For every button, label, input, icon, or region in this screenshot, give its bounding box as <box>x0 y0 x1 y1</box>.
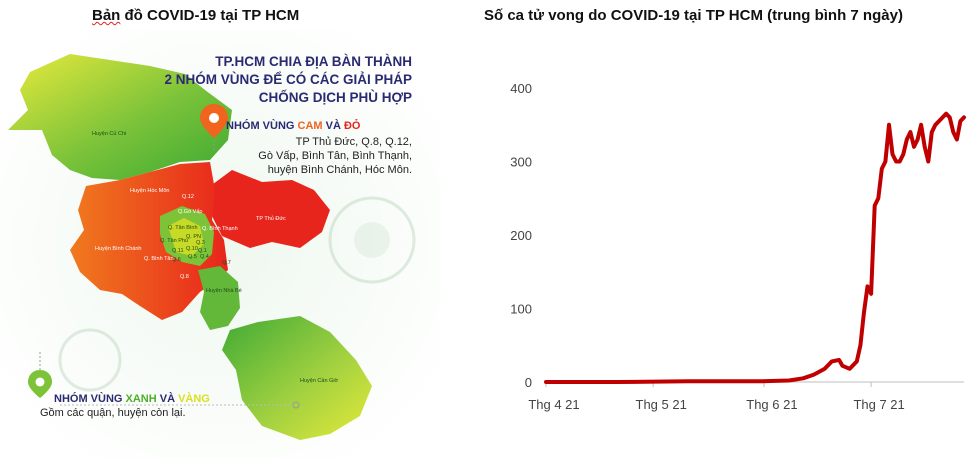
x-tick-label: Thg 6 21 <box>746 397 797 412</box>
region-central-yellow <box>168 218 204 256</box>
label-binh-tan: Q. Bình Tân <box>144 256 174 262</box>
group-orange-red-line1: TP Thủ Đức, Q.8, Q.12, <box>296 136 412 148</box>
headline-line1: TP.HCM CHIA ĐỊA BÀN THÀNH <box>215 54 412 69</box>
label-go-vap: Q.Gò Vấp <box>178 209 202 215</box>
label-hoc-mon: Huyện Hóc Môn <box>130 188 169 194</box>
y-tick-label: 200 <box>510 228 532 243</box>
region-can-gio <box>222 316 372 440</box>
label-nha-be: Huyện Nhà Bè <box>206 288 242 294</box>
pin-green-icon <box>28 370 52 398</box>
label-q1: Q.1 <box>198 248 207 254</box>
virus-decoration <box>37 87 416 392</box>
label-can-gio: Huyện Cần Giờ <box>300 378 339 384</box>
label-q8: Q.8 <box>180 274 189 280</box>
divider-end-dot <box>292 401 300 409</box>
label-cu-chi: Huyện Củ Chi <box>92 130 126 137</box>
series-group <box>544 111 966 384</box>
map-title: Bản đồ COVID-19 tại TP HCM <box>92 7 300 24</box>
label-binh-thanh: Q. Bình Thạnh <box>202 226 238 232</box>
group-orange-red-heading: NHÓM VÙNG CAM VÀ ĐỎ <box>226 119 361 132</box>
label-q4: Q.4 <box>200 254 209 260</box>
y-tick-label: 400 <box>510 81 532 96</box>
region-nha-be <box>198 266 240 330</box>
y-axis: 0 100 200 300 400 <box>510 81 532 390</box>
region-orange-red <box>70 162 228 320</box>
region-thu-duc <box>205 170 330 248</box>
pin-orange-icon <box>200 104 228 138</box>
group-green-yellow-line: Gồm các quận, huyện còn lại. <box>40 407 186 419</box>
group-orange-red-line2: Gò Vấp, Bình Tân, Bình Thạnh, <box>258 150 412 162</box>
chart-title: Số ca tử vong do COVID-19 tại TP HCM (tr… <box>484 7 903 24</box>
label-thu-duc: TP Thủ Đức <box>256 215 286 222</box>
label-binh-chanh: Huyện Bình Chánh <box>95 246 141 252</box>
hcm-covid-map: Huyện Củ Chi Huyện Hóc Môn Q.12 Q.Gò Vấp… <box>0 30 440 458</box>
label-q10: Q.10 <box>186 246 198 252</box>
label-q5: Q.5 <box>188 254 197 260</box>
label-q3: Q.3 <box>196 240 205 246</box>
group-green-yellow-heading: NHÓM VÙNG XANH VÀ VÀNG <box>54 392 210 405</box>
x-tick-label: Thg 4 21 <box>528 397 579 412</box>
x-tick-label: Thg 5 21 <box>636 397 687 412</box>
label-q11: Q.11 <box>172 248 184 254</box>
headline-line3: CHỐNG DỊCH PHÙ HỢP <box>259 90 412 105</box>
label-q6: Q.6 <box>172 257 181 263</box>
label-tan-phu: Q. Tân Phú <box>160 238 188 244</box>
label-q7: Q.7 <box>222 260 231 266</box>
label-q12: Q.12 <box>182 194 194 200</box>
y-tick-label: 100 <box>510 302 532 317</box>
label-tan-binh: Q. Tân Bình <box>168 225 198 231</box>
series-line <box>544 111 966 384</box>
group-orange-red-line3: huyện Bình Chánh, Hóc Môn. <box>268 164 412 176</box>
x-tick-label: Thg 7 21 <box>853 397 904 412</box>
region-cu-chi <box>8 54 232 180</box>
y-tick-label: 0 <box>525 375 532 390</box>
label-pn: Q. PN <box>186 234 201 240</box>
headline-line2: 2 NHÓM VÙNG ĐỂ CÓ CÁC GIẢI PHÁP <box>164 72 412 87</box>
x-axis: Thg 4 21 Thg 5 21 Thg 6 21 Thg 7 21 <box>528 381 964 412</box>
y-tick-label: 300 <box>510 155 532 170</box>
